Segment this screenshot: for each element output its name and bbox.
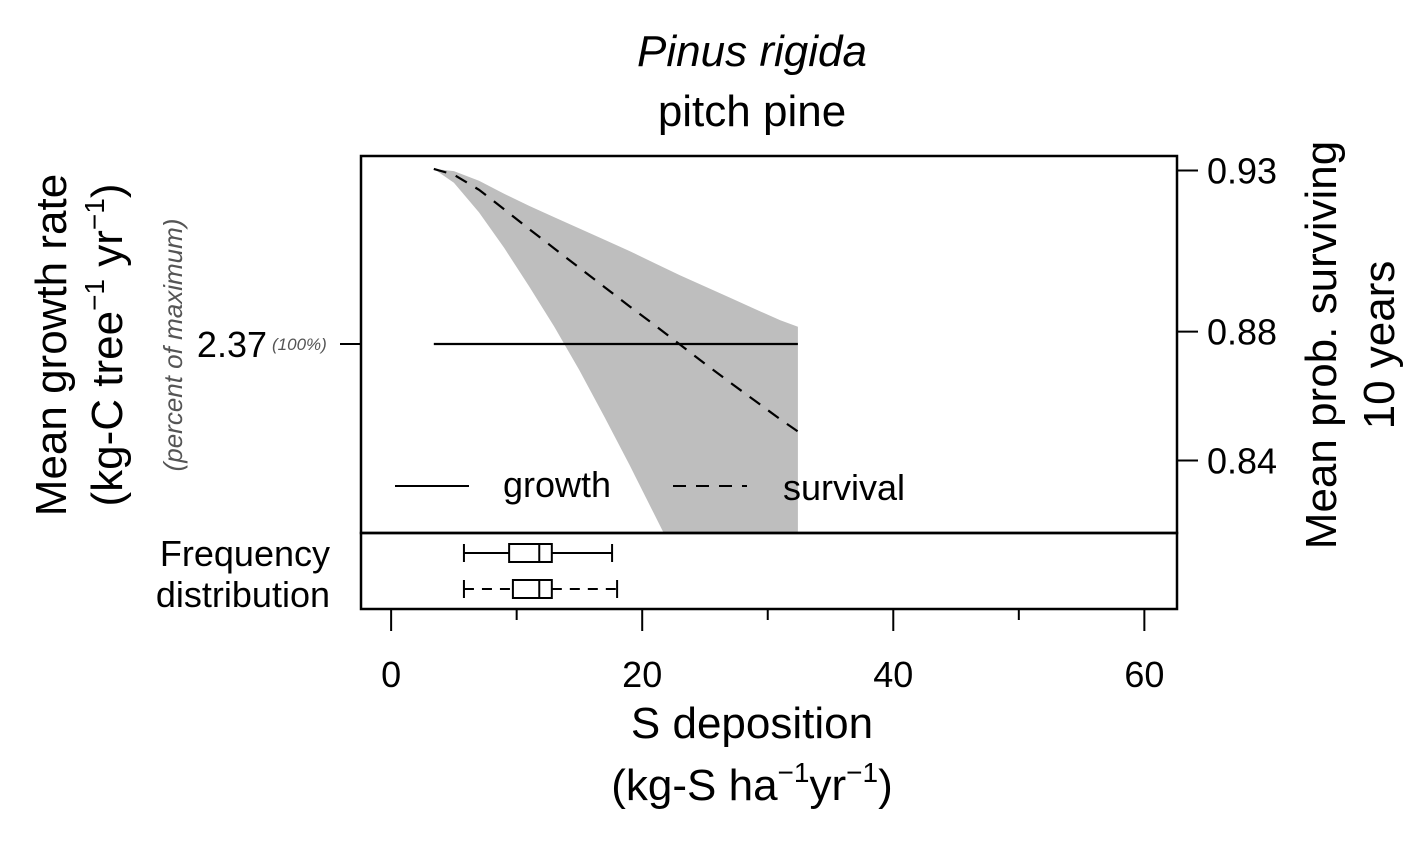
right-axis: 0.84 0.88 0.93 — [1177, 151, 1277, 482]
chart-subtitle: pitch pine — [658, 87, 846, 136]
right-tick-label: 0.93 — [1207, 151, 1277, 192]
boxplot-dashed — [462, 579, 619, 599]
left-axis-label: Mean growth rate — [27, 174, 76, 516]
box — [508, 543, 553, 563]
left-axis-tick-percent: (100%) — [272, 335, 327, 354]
frequency-label-line2: distribution — [156, 574, 330, 615]
left-axis-units: (kg-C tree−1 yr−1) — [79, 183, 132, 506]
right-axis-label-line2: 10 years — [1355, 261, 1404, 430]
x-tick-label: 40 — [873, 654, 913, 695]
right-tick-label: 0.84 — [1207, 441, 1277, 482]
x-tick-label: 20 — [622, 654, 662, 695]
legend: growth survival — [395, 464, 905, 508]
frequency-boxplots — [462, 543, 619, 599]
left-axis-sublabel: (percent of maximum) — [158, 219, 188, 472]
series-layer — [433, 167, 799, 433]
right-axis-label-line1: Mean prob. surviving — [1297, 141, 1346, 549]
x-tick-label: 60 — [1124, 654, 1164, 695]
x-units-exp2: −1 — [846, 757, 878, 788]
left-units-mid: yr — [83, 230, 132, 279]
x-units-exp1: −1 — [778, 757, 810, 788]
left-units-exp1: −1 — [79, 279, 110, 311]
right-tick-label: 0.88 — [1207, 312, 1277, 353]
survival-confidence-band — [433, 168, 798, 533]
frequency-panel-frame — [359, 531, 1179, 611]
x-axis-label: S deposition — [631, 699, 873, 748]
frequency-label-line1: Frequency — [160, 533, 330, 574]
boxplot-solid — [462, 543, 614, 563]
x-axis: 0 20 40 60 — [381, 608, 1164, 695]
legend-survival-label: survival — [783, 467, 905, 508]
x-units-mid: yr — [809, 761, 846, 810]
x-tick-label: 0 — [381, 654, 401, 695]
confidence-band-layer — [433, 168, 798, 533]
chart-title: Pinus rigida — [637, 27, 867, 76]
left-units-exp2: −1 — [79, 198, 110, 230]
left-units-end: ) — [83, 183, 132, 198]
x-units-end: ) — [878, 761, 893, 810]
box — [511, 579, 553, 599]
left-units-base: (kg-C tree — [83, 311, 132, 507]
x-units-base: (kg-S ha — [611, 761, 778, 810]
left-axis-tick-value: 2.37 — [197, 324, 267, 365]
legend-growth-label: growth — [503, 464, 611, 505]
x-axis-units: (kg-S ha−1yr−1) — [611, 757, 892, 810]
